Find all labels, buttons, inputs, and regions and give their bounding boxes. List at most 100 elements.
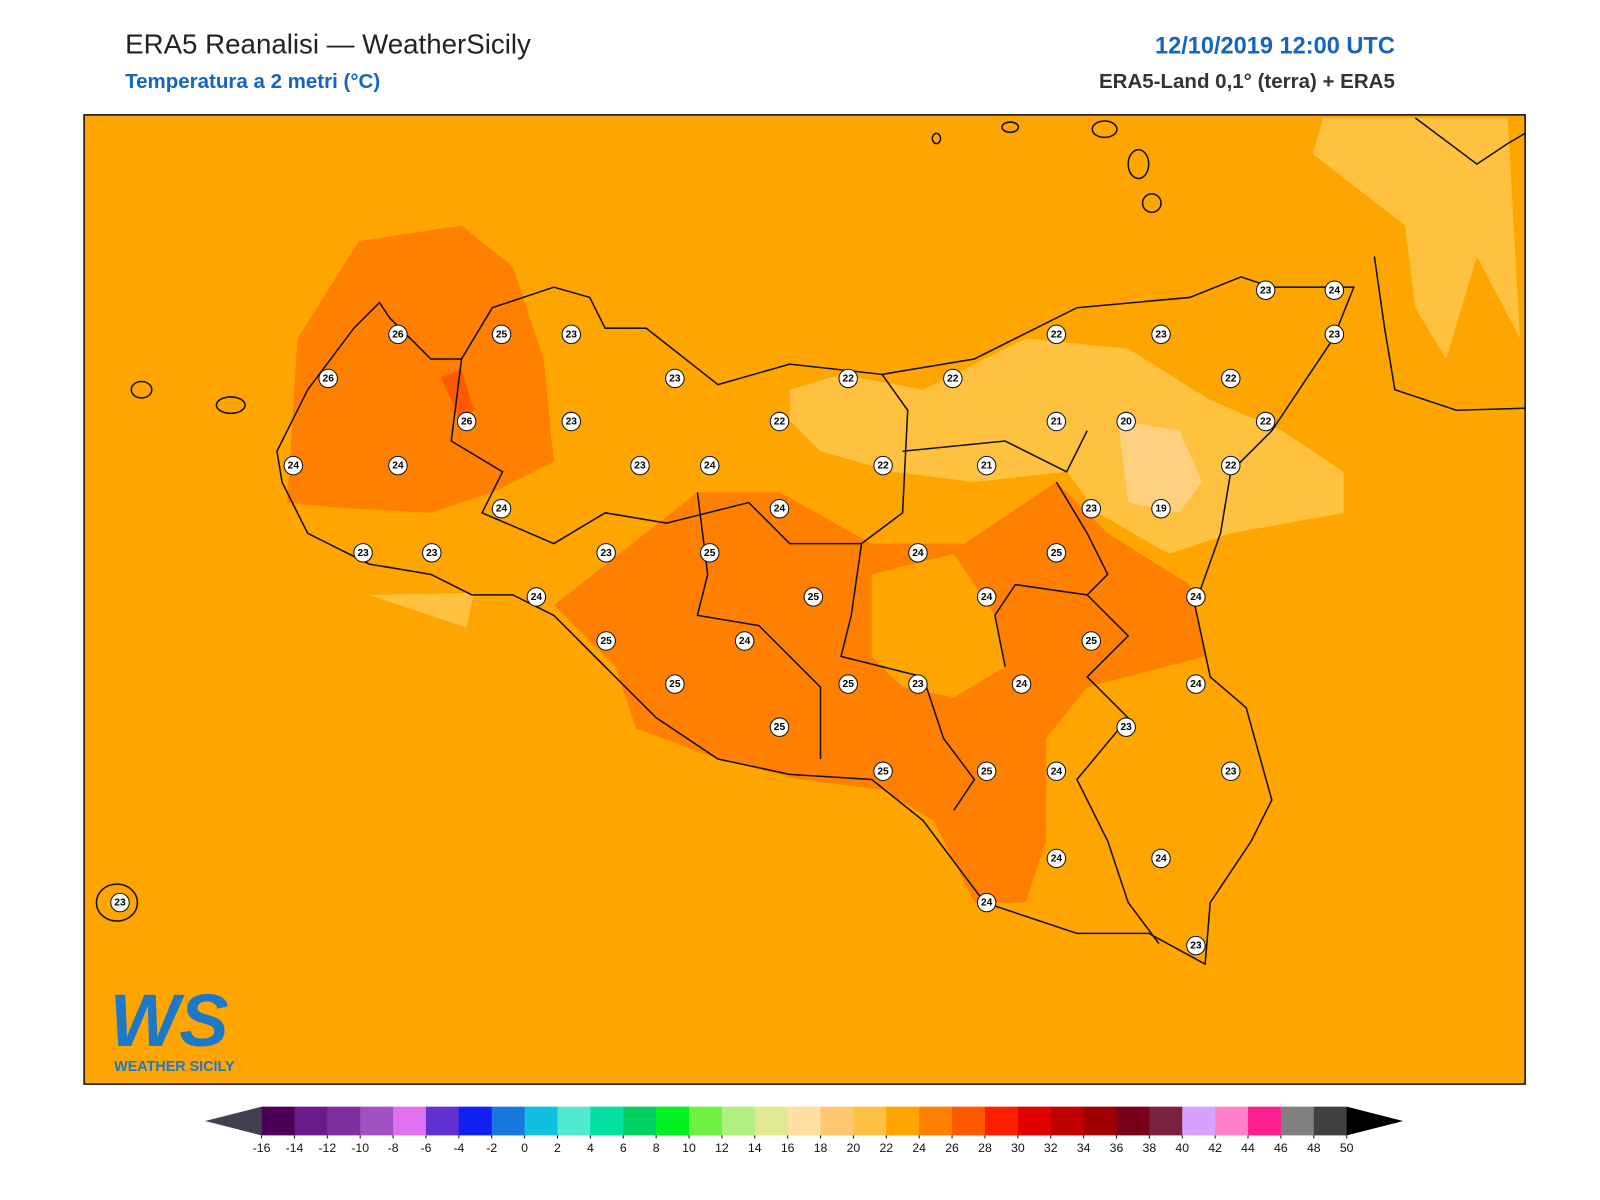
colorbar-tick-label: 6 bbox=[620, 1141, 627, 1155]
station: 22 bbox=[1046, 324, 1067, 345]
station-value: 23 bbox=[1190, 941, 1202, 952]
station: 24 bbox=[388, 455, 408, 476]
station-value: 23 bbox=[600, 548, 612, 559]
station-marker bbox=[976, 892, 997, 913]
colorbar-tick-label: 4 bbox=[587, 1141, 594, 1155]
station: 23 bbox=[1186, 935, 1206, 956]
station: 24 bbox=[1011, 674, 1032, 694]
colorbar-tick-label: 26 bbox=[945, 1141, 959, 1155]
station-marker bbox=[318, 368, 338, 389]
colorbar-swatch bbox=[1248, 1106, 1282, 1136]
station: 26 bbox=[318, 368, 338, 389]
station: 25 bbox=[700, 543, 720, 563]
colorbar-tick-label: 36 bbox=[1110, 1141, 1124, 1155]
station-marker bbox=[1186, 935, 1206, 956]
station-marker bbox=[734, 631, 755, 651]
station-value: 22 bbox=[1225, 373, 1237, 384]
station-value: 23 bbox=[357, 548, 369, 559]
colorbar-swatch bbox=[1215, 1106, 1249, 1136]
station: 24 bbox=[491, 498, 512, 519]
station: 24 bbox=[1324, 280, 1345, 300]
station-marker bbox=[353, 543, 373, 563]
station-value: 25 bbox=[1051, 548, 1063, 559]
colorbar-swatch bbox=[984, 1106, 1019, 1136]
colorbar-swatch bbox=[1149, 1106, 1183, 1136]
colorbar-swatch bbox=[261, 1106, 295, 1136]
colorbar-swatch bbox=[294, 1106, 328, 1136]
colorbar-swatch bbox=[721, 1106, 756, 1136]
colorbar-swatch bbox=[1050, 1106, 1085, 1136]
station-value: 22 bbox=[774, 417, 786, 428]
station-marker bbox=[491, 498, 512, 519]
station: 24 bbox=[976, 587, 997, 607]
colorbar-tick-label: 42 bbox=[1208, 1141, 1222, 1155]
station-value: 24 bbox=[1190, 592, 1202, 603]
station: 21 bbox=[976, 455, 997, 476]
station-value: 23 bbox=[1225, 766, 1237, 777]
station-value: 22 bbox=[1260, 417, 1272, 428]
field-cool-northeast bbox=[1312, 117, 1520, 359]
colorbar-swatch bbox=[919, 1106, 953, 1136]
station-value: 24 bbox=[531, 592, 543, 603]
colorbar-tick-label: 44 bbox=[1241, 1141, 1255, 1155]
station-value: 24 bbox=[739, 636, 751, 647]
colorbar-tick-label: 28 bbox=[978, 1141, 992, 1155]
colorbar-swatch bbox=[590, 1106, 624, 1136]
station: 24 bbox=[1186, 674, 1206, 694]
station-marker bbox=[1186, 587, 1206, 607]
station: 24 bbox=[1186, 587, 1206, 607]
station: 23 bbox=[1081, 498, 1102, 519]
station: 26 bbox=[456, 411, 477, 432]
colorbar-tick-label: 12 bbox=[715, 1141, 729, 1155]
station-marker bbox=[1255, 280, 1276, 300]
station: 23 bbox=[908, 674, 928, 694]
colorbar-tick-label: 48 bbox=[1307, 1141, 1321, 1155]
station-marker bbox=[422, 543, 442, 563]
colorbar-tick-label: 16 bbox=[781, 1141, 795, 1155]
station: 24 bbox=[976, 892, 997, 913]
station-marker bbox=[803, 587, 824, 607]
station-marker bbox=[491, 324, 512, 345]
colorbar-swatch bbox=[360, 1106, 394, 1136]
station-marker bbox=[665, 674, 685, 694]
station-marker bbox=[1046, 324, 1067, 345]
station: 23 bbox=[561, 411, 582, 432]
colorbar-tick-label: 20 bbox=[847, 1141, 861, 1155]
station: 22 bbox=[943, 368, 963, 389]
station-marker bbox=[1116, 717, 1136, 737]
station-marker bbox=[1255, 411, 1276, 432]
station-value: 22 bbox=[1225, 461, 1237, 472]
colorbar-swatch bbox=[557, 1106, 591, 1136]
station: 22 bbox=[769, 411, 790, 432]
station: 25 bbox=[803, 587, 824, 607]
station-value: 26 bbox=[461, 417, 473, 428]
source: ERA5-Land 0,1° (terra) + ERA5 bbox=[1099, 70, 1395, 93]
station-value: 23 bbox=[1329, 329, 1341, 340]
colorbar-tick-label: 0 bbox=[521, 1141, 528, 1155]
station: 21 bbox=[1046, 411, 1067, 432]
colorbar-tick-label: -8 bbox=[388, 1141, 399, 1155]
station-marker bbox=[561, 324, 582, 345]
station-value: 23 bbox=[426, 548, 438, 559]
station: 23 bbox=[596, 543, 616, 563]
station-value: 26 bbox=[392, 329, 404, 340]
station: 23 bbox=[1255, 280, 1276, 300]
colorbar-swatch bbox=[952, 1106, 986, 1136]
station-value: 24 bbox=[1155, 853, 1167, 864]
station-value: 24 bbox=[1051, 853, 1063, 864]
station-marker bbox=[976, 455, 997, 476]
station: 23 bbox=[1151, 324, 1171, 345]
colorbar: -16 -14 -12 -10 -8 -6 -4 -2 0 2 4 6 8 10 12 14 16 18 20 22 2… bbox=[205, 1106, 1404, 1155]
title: ERA5 Reanalisi — WeatherSicily bbox=[125, 28, 531, 59]
colorbar-swatch bbox=[1116, 1106, 1150, 1136]
station-value: 24 bbox=[704, 461, 716, 472]
station-marker bbox=[1116, 411, 1136, 432]
colorbar-swatch bbox=[458, 1106, 493, 1136]
colorbar-tick-label: 2 bbox=[554, 1141, 561, 1155]
station: 25 bbox=[838, 674, 858, 694]
colorbar-tick-label: -14 bbox=[286, 1141, 304, 1155]
station-value: 21 bbox=[1051, 417, 1063, 428]
datetime: 12/10/2019 12:00 UTC bbox=[1155, 32, 1395, 58]
